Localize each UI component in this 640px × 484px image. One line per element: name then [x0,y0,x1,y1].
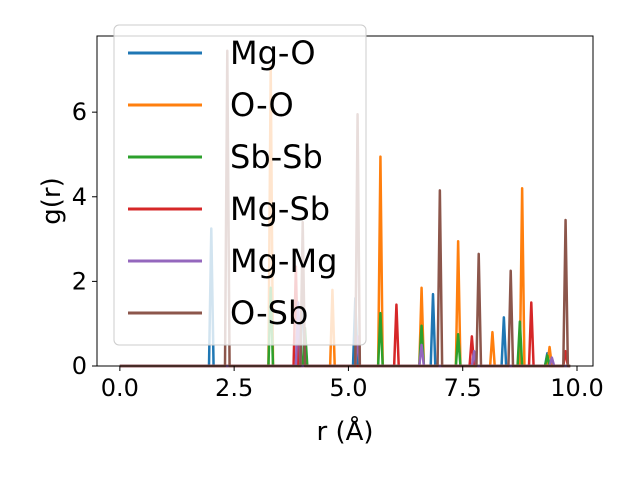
x-tick-label: 7.5 [444,374,482,402]
legend-item-mg-o: Mg-O [128,34,316,72]
legend: Mg-O O-O Sb-Sb Mg-Sb Mg-Mg O-Sb [113,24,367,346]
x-axis-label: r (Å) [316,415,373,447]
legend-label: Sb-Sb [230,138,323,176]
legend-label: Mg-O [230,34,316,72]
x-tick-label: 2.5 [215,374,253,402]
y-axis-label: g(r) [37,177,67,224]
legend-label: O-O [230,86,294,124]
y-tick-label: 2 [72,267,87,295]
legend-item-o-sb: O-Sb [128,294,308,332]
legend-label: Mg-Sb [230,190,330,228]
legend-item-mg-sb: Mg-Sb [128,190,330,228]
x-tick-label: 5.0 [329,374,367,402]
x-tick-label: 0.0 [101,374,139,402]
y-tick-label: 0 [72,352,87,380]
legend-item-sb-sb: Sb-Sb [128,138,323,176]
legend-item-o-o: O-O [128,86,294,124]
y-axis-ticks: 0 2 4 6 [72,98,97,380]
legend-label: O-Sb [230,294,308,332]
x-tick-label: 10.0 [550,374,603,402]
legend-item-mg-mg: Mg-Mg [128,242,337,280]
legend-label: Mg-Mg [230,242,337,280]
x-axis-ticks: 0.0 2.5 5.0 7.5 10.0 [101,366,604,402]
y-tick-label: 4 [72,183,87,211]
y-tick-label: 6 [72,98,87,126]
